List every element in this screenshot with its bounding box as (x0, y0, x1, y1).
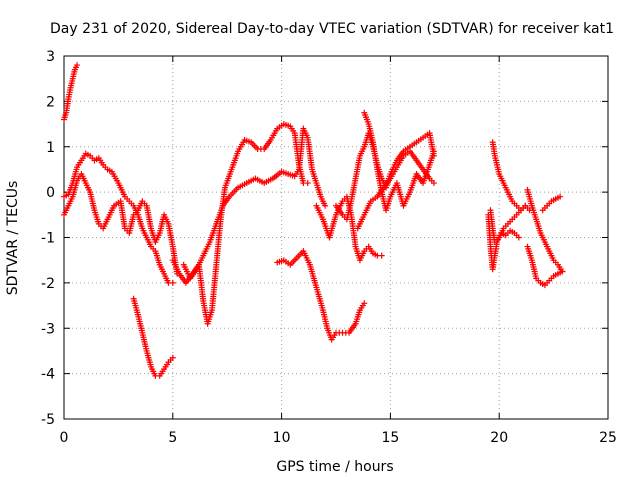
data-point (378, 252, 385, 259)
series-trace-12 (489, 139, 533, 214)
y-tick-label: -1 (41, 231, 55, 247)
data-point (361, 300, 368, 307)
series-trace-3 (61, 170, 181, 277)
series-trace-16 (524, 186, 566, 275)
grid-lines (64, 56, 608, 419)
series-trace-2 (61, 150, 176, 286)
x-tick-label: 5 (168, 430, 177, 446)
data-point (304, 180, 311, 187)
series-trace-13 (487, 202, 529, 246)
data-point (74, 62, 81, 69)
x-tick-label: 0 (60, 430, 69, 446)
data-point (515, 234, 522, 241)
data-point (522, 202, 529, 209)
x-tick-label: 25 (599, 430, 617, 446)
x-axis-label: GPS time / hours (276, 459, 393, 475)
y-tick-label: 0 (46, 185, 55, 201)
y-tick-label: 1 (46, 140, 55, 156)
data-point (169, 354, 176, 361)
data-point (559, 268, 566, 275)
y-tick-label: -5 (41, 412, 55, 428)
chart-title: Day 231 of 2020, Sidereal Day-to-day VTE… (50, 21, 614, 37)
y-tick-label: 3 (46, 49, 55, 65)
y-tick-label: -4 (41, 367, 55, 383)
x-tick-label: 15 (381, 430, 399, 446)
tick-marks: 0 5 10 15 20 25 -5 -4 -3 -2 -1 0 1 2 3 (41, 49, 617, 446)
series-trace-10 (354, 148, 437, 232)
data-point (430, 148, 437, 155)
data-points (61, 62, 566, 379)
series-trace-1 (61, 62, 81, 123)
data-point (169, 279, 176, 286)
data-point (430, 180, 437, 187)
series-trace-5 (169, 121, 311, 327)
y-tick-label: 2 (46, 94, 55, 110)
x-tick-label: 10 (273, 430, 291, 446)
y-axis-label: SDTVAR / TECUs (5, 181, 21, 296)
series-trace-4 (130, 295, 176, 379)
data-point (322, 202, 329, 209)
series-trace-17 (539, 193, 564, 214)
x-tick-label: 20 (490, 430, 508, 446)
series-trace-14 (485, 211, 522, 273)
series-trace-11 (361, 109, 437, 214)
series-trace-15 (524, 243, 566, 289)
series-trace-7 (274, 248, 368, 343)
data-point (557, 193, 564, 200)
y-tick-label: -3 (41, 321, 55, 337)
series-trace-6 (180, 125, 329, 282)
y-tick-label: -2 (41, 276, 55, 292)
